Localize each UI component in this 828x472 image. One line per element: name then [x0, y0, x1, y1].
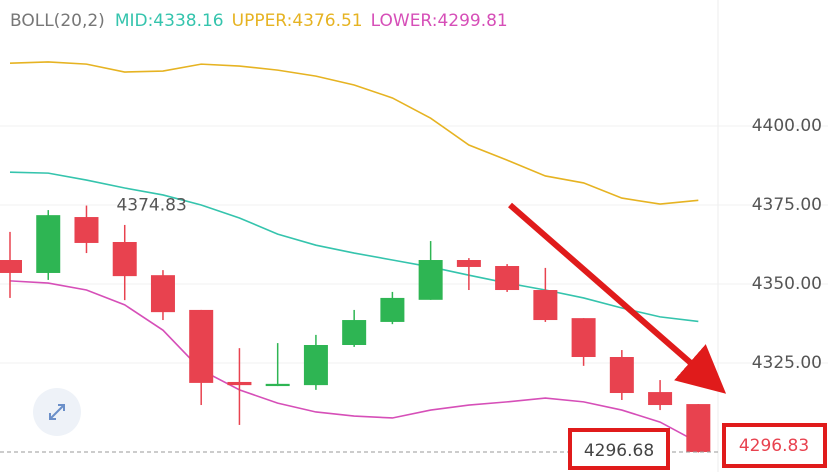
y-tick-label: 4325.00: [752, 353, 822, 373]
candle-body: [418, 260, 443, 300]
band-line: [9, 61, 699, 205]
legend-entry: MID:4338.16: [115, 11, 224, 31]
candle-body: [456, 260, 481, 267]
candle-body: [380, 297, 405, 322]
candle-body: [571, 318, 596, 358]
y-tick-label: 4400.00: [752, 116, 822, 136]
annotation-arrow: [508, 202, 727, 394]
candle-body: [648, 392, 673, 406]
candle-body: [0, 260, 22, 273]
band-line: [9, 280, 699, 444]
candle-body: [74, 217, 99, 243]
legend: BOLL(20,2) MID:4338.16 UPPER:4376.51 LOWER…: [10, 11, 508, 31]
candle-body: [342, 320, 367, 345]
indicator-name: BOLL(20,2): [10, 11, 105, 31]
last-price-label: 4296.83: [739, 436, 809, 456]
candle-body: [303, 344, 328, 386]
band-line: [9, 171, 699, 323]
candle-body: [265, 383, 290, 387]
min-label-box: [568, 428, 670, 470]
candle-body: [533, 290, 558, 321]
max-label: 4374.83: [116, 196, 186, 216]
candle-body: [189, 309, 214, 383]
y-tick-label: 4350.00: [752, 274, 822, 294]
min-label: 4296.68: [584, 441, 654, 461]
candle-body: [227, 381, 252, 386]
legend-entry: LOWER:4299.81: [371, 11, 508, 31]
legend-entry: UPPER:4376.51: [232, 11, 363, 31]
y-tick-label: 4375.00: [752, 195, 822, 215]
candle-body: [609, 357, 634, 394]
candle-body: [686, 404, 711, 453]
last-price-box: [722, 423, 827, 468]
candle-body: [112, 242, 137, 277]
expand-icon: [49, 404, 65, 420]
candle-body: [150, 275, 175, 313]
candle-body: [495, 266, 520, 291]
candle-body: [36, 215, 61, 273]
